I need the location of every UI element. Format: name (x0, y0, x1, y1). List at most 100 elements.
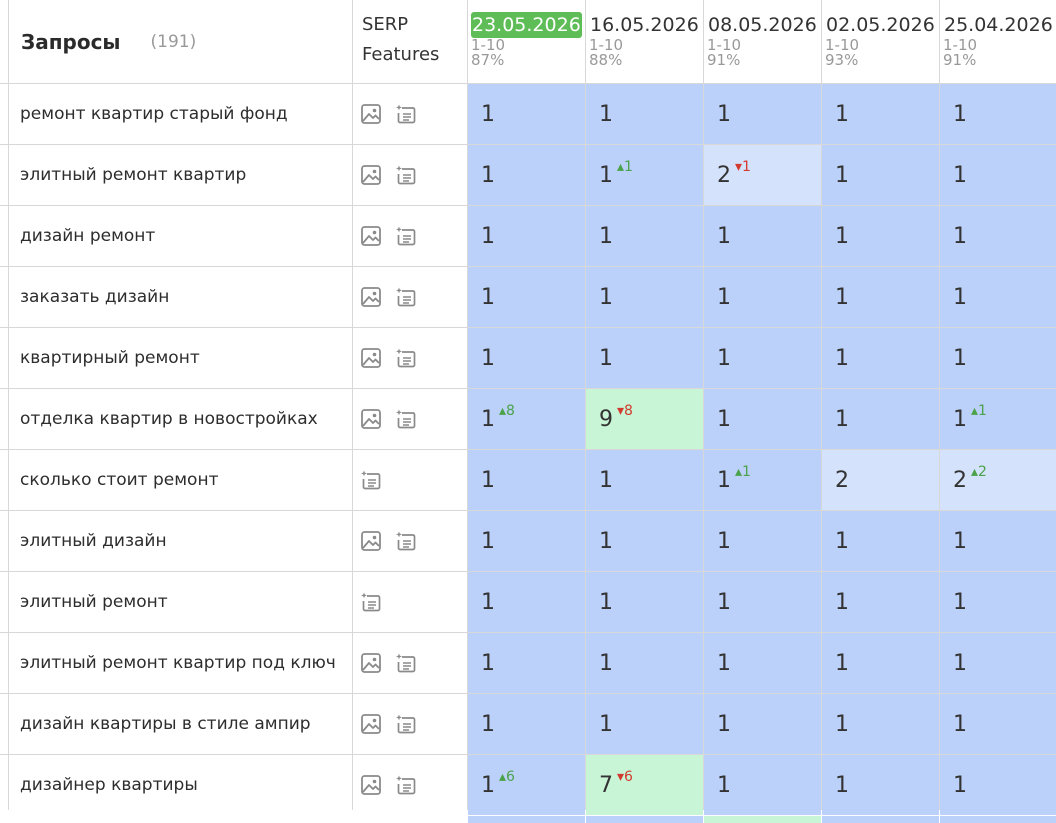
query-text[interactable]: сколько стоит ремонт (20, 469, 219, 490)
position-cell[interactable]: 1 (704, 328, 821, 388)
snippet-icon[interactable] (395, 713, 417, 735)
position-cell[interactable]: 1 (586, 511, 703, 571)
snippet-icon[interactable] (360, 469, 382, 491)
query-text[interactable]: элитный дизайн (20, 530, 167, 551)
query-text[interactable]: отделка квартир в новостройках (20, 408, 318, 429)
snippet-icon[interactable] (395, 408, 417, 430)
position-cell[interactable]: 1 ▴1 (704, 450, 821, 510)
date-column-header[interactable]: 23.05.2026 1-10 87% (468, 0, 585, 83)
position-cell[interactable]: 1 (822, 328, 939, 388)
query-cell[interactable]: отделка квартир в новостройках (9, 389, 352, 449)
position-cell[interactable]: 1 ▴8 (468, 389, 585, 449)
position-cell[interactable]: 1 (704, 206, 821, 266)
position-cell[interactable]: 1 (468, 572, 585, 632)
position-cell[interactable]: 1 (822, 511, 939, 571)
position-cell[interactable]: 1 ▴1 (940, 389, 1056, 449)
query-cell[interactable]: квартирный ремонт (9, 328, 352, 388)
date-column-header[interactable]: 02.05.2026 1-10 93% (822, 0, 939, 83)
position-cell[interactable]: 1 (822, 206, 939, 266)
position-cell[interactable]: 1 (468, 145, 585, 205)
snippet-icon[interactable] (395, 347, 417, 369)
image-icon[interactable] (360, 103, 382, 125)
snippet-icon[interactable] (395, 774, 417, 796)
position-cell[interactable]: 1 (704, 511, 821, 571)
position-cell[interactable]: 1 (940, 755, 1056, 815)
query-cell[interactable]: ремонт квартир старый фонд (9, 84, 352, 144)
position-cell[interactable]: 1 (586, 328, 703, 388)
position-cell[interactable]: 1 (940, 572, 1056, 632)
serp-features-header[interactable]: SERP Features (353, 0, 467, 83)
position-cell[interactable]: 1 (822, 572, 939, 632)
position-cell[interactable]: 1 (940, 267, 1056, 327)
position-cell[interactable]: 1 (468, 267, 585, 327)
query-cell[interactable]: заказать дизайн (9, 267, 352, 327)
position-cell[interactable]: 1 (822, 84, 939, 144)
position-cell[interactable]: 1 (586, 84, 703, 144)
position-cell[interactable]: 1 (822, 145, 939, 205)
position-cell[interactable]: 1 (822, 755, 939, 815)
position-cell[interactable]: 1 (822, 694, 939, 754)
position-cell[interactable]: 1 (468, 694, 585, 754)
position-cell[interactable]: 1 (704, 572, 821, 632)
position-cell[interactable]: 1 (822, 389, 939, 449)
query-cell[interactable]: элитный ремонт (9, 572, 352, 632)
query-text[interactable]: элитный ремонт (20, 591, 168, 612)
date-column-header[interactable]: 25.04.2026 1-10 91% (940, 0, 1056, 83)
query-cell[interactable]: дизайн ремонт (9, 206, 352, 266)
position-cell[interactable]: 1 (468, 84, 585, 144)
query-cell[interactable]: элитный ремонт квартир под ключ (9, 633, 352, 693)
date-column-header[interactable]: 16.05.2026 1-10 88% (586, 0, 703, 83)
query-cell[interactable]: дизайн квартиры в стиле ампир (9, 694, 352, 754)
query-cell[interactable]: сколько стоит ремонт (9, 450, 352, 510)
image-icon[interactable] (360, 408, 382, 430)
position-cell[interactable]: 1 (586, 633, 703, 693)
image-icon[interactable] (360, 530, 382, 552)
position-cell[interactable]: 1 (586, 572, 703, 632)
position-cell[interactable]: 1 (468, 328, 585, 388)
query-text[interactable]: заказать дизайн (20, 286, 170, 307)
query-text[interactable]: дизайн квартиры в стиле ампир (20, 713, 311, 734)
position-cell[interactable]: 1 (940, 511, 1056, 571)
snippet-icon[interactable] (395, 286, 417, 308)
snippet-icon[interactable] (395, 225, 417, 247)
position-cell[interactable]: 2 (822, 450, 939, 510)
position-cell[interactable]: 1 (822, 633, 939, 693)
query-cell[interactable]: элитный ремонт квартир (9, 145, 352, 205)
position-cell[interactable]: 9 ▾8 (586, 389, 703, 449)
position-cell[interactable]: 1 (940, 84, 1056, 144)
image-icon[interactable] (360, 164, 382, 186)
image-icon[interactable] (360, 652, 382, 674)
query-cell[interactable]: элитный дизайн (9, 511, 352, 571)
position-cell[interactable]: 1 (586, 450, 703, 510)
position-cell[interactable]: 1 (468, 450, 585, 510)
position-cell[interactable]: 1 (940, 694, 1056, 754)
position-cell[interactable]: 7 ▾6 (586, 755, 703, 815)
position-cell[interactable]: 1 (940, 633, 1056, 693)
position-cell[interactable]: 1 (468, 511, 585, 571)
position-cell[interactable]: 1 (704, 267, 821, 327)
position-cell[interactable]: 1 (704, 694, 821, 754)
position-cell[interactable]: 1 (704, 755, 821, 815)
query-text[interactable]: дизайн ремонт (20, 225, 156, 246)
position-cell[interactable]: 1 (586, 694, 703, 754)
query-text[interactable]: дизайнер квартиры (20, 774, 198, 795)
position-cell[interactable]: 1 (586, 267, 703, 327)
position-cell[interactable]: 1 (468, 633, 585, 693)
position-cell[interactable]: 1 (822, 267, 939, 327)
image-icon[interactable] (360, 774, 382, 796)
query-text[interactable]: ремонт квартир старый фонд (20, 103, 288, 124)
queries-header[interactable]: Запросы (191) (9, 0, 352, 83)
position-cell[interactable]: 1 (704, 633, 821, 693)
image-icon[interactable] (360, 713, 382, 735)
image-icon[interactable] (360, 225, 382, 247)
image-icon[interactable] (360, 286, 382, 308)
position-cell[interactable]: 2 ▾1 (704, 145, 821, 205)
position-cell[interactable]: 1 (586, 206, 703, 266)
position-cell[interactable]: 1 (468, 206, 585, 266)
position-cell[interactable]: 1 ▴1 (586, 145, 703, 205)
image-icon[interactable] (360, 347, 382, 369)
snippet-icon[interactable] (395, 103, 417, 125)
snippet-icon[interactable] (395, 164, 417, 186)
position-cell[interactable]: 1 (704, 84, 821, 144)
query-cell[interactable]: дизайнер квартиры (9, 755, 352, 815)
